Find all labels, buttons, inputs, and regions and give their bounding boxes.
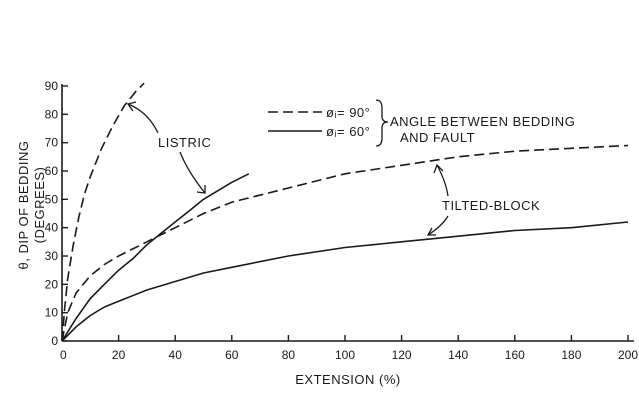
y-tick-label: 10 — [45, 306, 59, 320]
listric-solid-series-line — [61, 173, 250, 342]
tilted-block-arrowhead-lower — [426, 227, 436, 236]
listric-dashed-series-line — [61, 82, 145, 342]
tilted-block-solid-series-line — [61, 221, 629, 342]
y-tick-label: 50 — [45, 192, 59, 206]
y-tick-label: 30 — [45, 249, 59, 263]
y-tick-label: 0 — [51, 334, 58, 348]
tilted-block-arrow-upper — [436, 164, 449, 197]
y-axis-title-line2: (DEGREES) — [32, 167, 47, 244]
legend-label-solid: øᵢ= 60° — [326, 124, 370, 139]
legend-bracket — [375, 99, 389, 147]
y-axis-title: θ, DIP OF BEDDING (DEGREES) — [16, 141, 47, 270]
y-tick-label: 90 — [45, 79, 59, 93]
listric-arrow-upper — [127, 103, 159, 134]
y-tick-label: 70 — [45, 136, 59, 150]
x-tick-label: 40 — [169, 348, 183, 362]
series-layer — [61, 82, 629, 342]
axes — [61, 84, 634, 342]
x-tick-label: 160 — [505, 348, 525, 362]
y-axis-title-line1: θ, DIP OF BEDDING — [16, 141, 31, 270]
x-tick-label: 60 — [225, 348, 239, 362]
y-tick-label: 40 — [45, 221, 59, 235]
y-tick-label: 60 — [45, 164, 59, 178]
x-tick-label: 180 — [561, 348, 581, 362]
tilted-block-annotation: TILTED-BLOCK — [426, 163, 540, 236]
legend-label-dashed: øᵢ= 90° — [326, 105, 370, 120]
x-tick-label: 120 — [392, 348, 412, 362]
x-tick-label: 200 — [618, 348, 638, 362]
x-tick-label: 20 — [112, 348, 126, 362]
y-tick-label: 80 — [45, 107, 59, 121]
ticks: 0 10 20 30 40 50 60 70 80 90 0 20 40 60 80 100 120 140 160… — [45, 79, 639, 362]
x-tick-label: 140 — [448, 348, 468, 362]
listric-annotation: LISTRIC — [126, 101, 211, 194]
x-axis-title: EXTENSION (%) — [295, 372, 400, 387]
legend: øᵢ= 90° øᵢ= 60° ANGLE BETWEEN BEDDING AN… — [268, 99, 575, 147]
listric-arrow-lower — [179, 151, 206, 194]
x-tick-label: 80 — [282, 348, 296, 362]
x-tick-label: 0 — [60, 348, 67, 362]
tilted-block-label: TILTED-BLOCK — [442, 198, 540, 213]
legend-bracket-label-line2: AND FAULT — [400, 130, 475, 145]
legend-bracket-label-line1: ANGLE BETWEEN BEDDING — [390, 114, 575, 129]
listric-arrowhead-lower — [196, 185, 206, 194]
tilted-block-arrow-lower — [427, 215, 449, 236]
y-tick-label: 20 — [45, 277, 59, 291]
listric-arrowhead-upper — [126, 101, 137, 112]
tilted-block-arrowhead-upper — [433, 163, 444, 174]
x-tick-label: 100 — [335, 348, 355, 362]
listric-label: LISTRIC — [158, 135, 211, 150]
tilted-block-dashed-series-line — [61, 144, 629, 342]
